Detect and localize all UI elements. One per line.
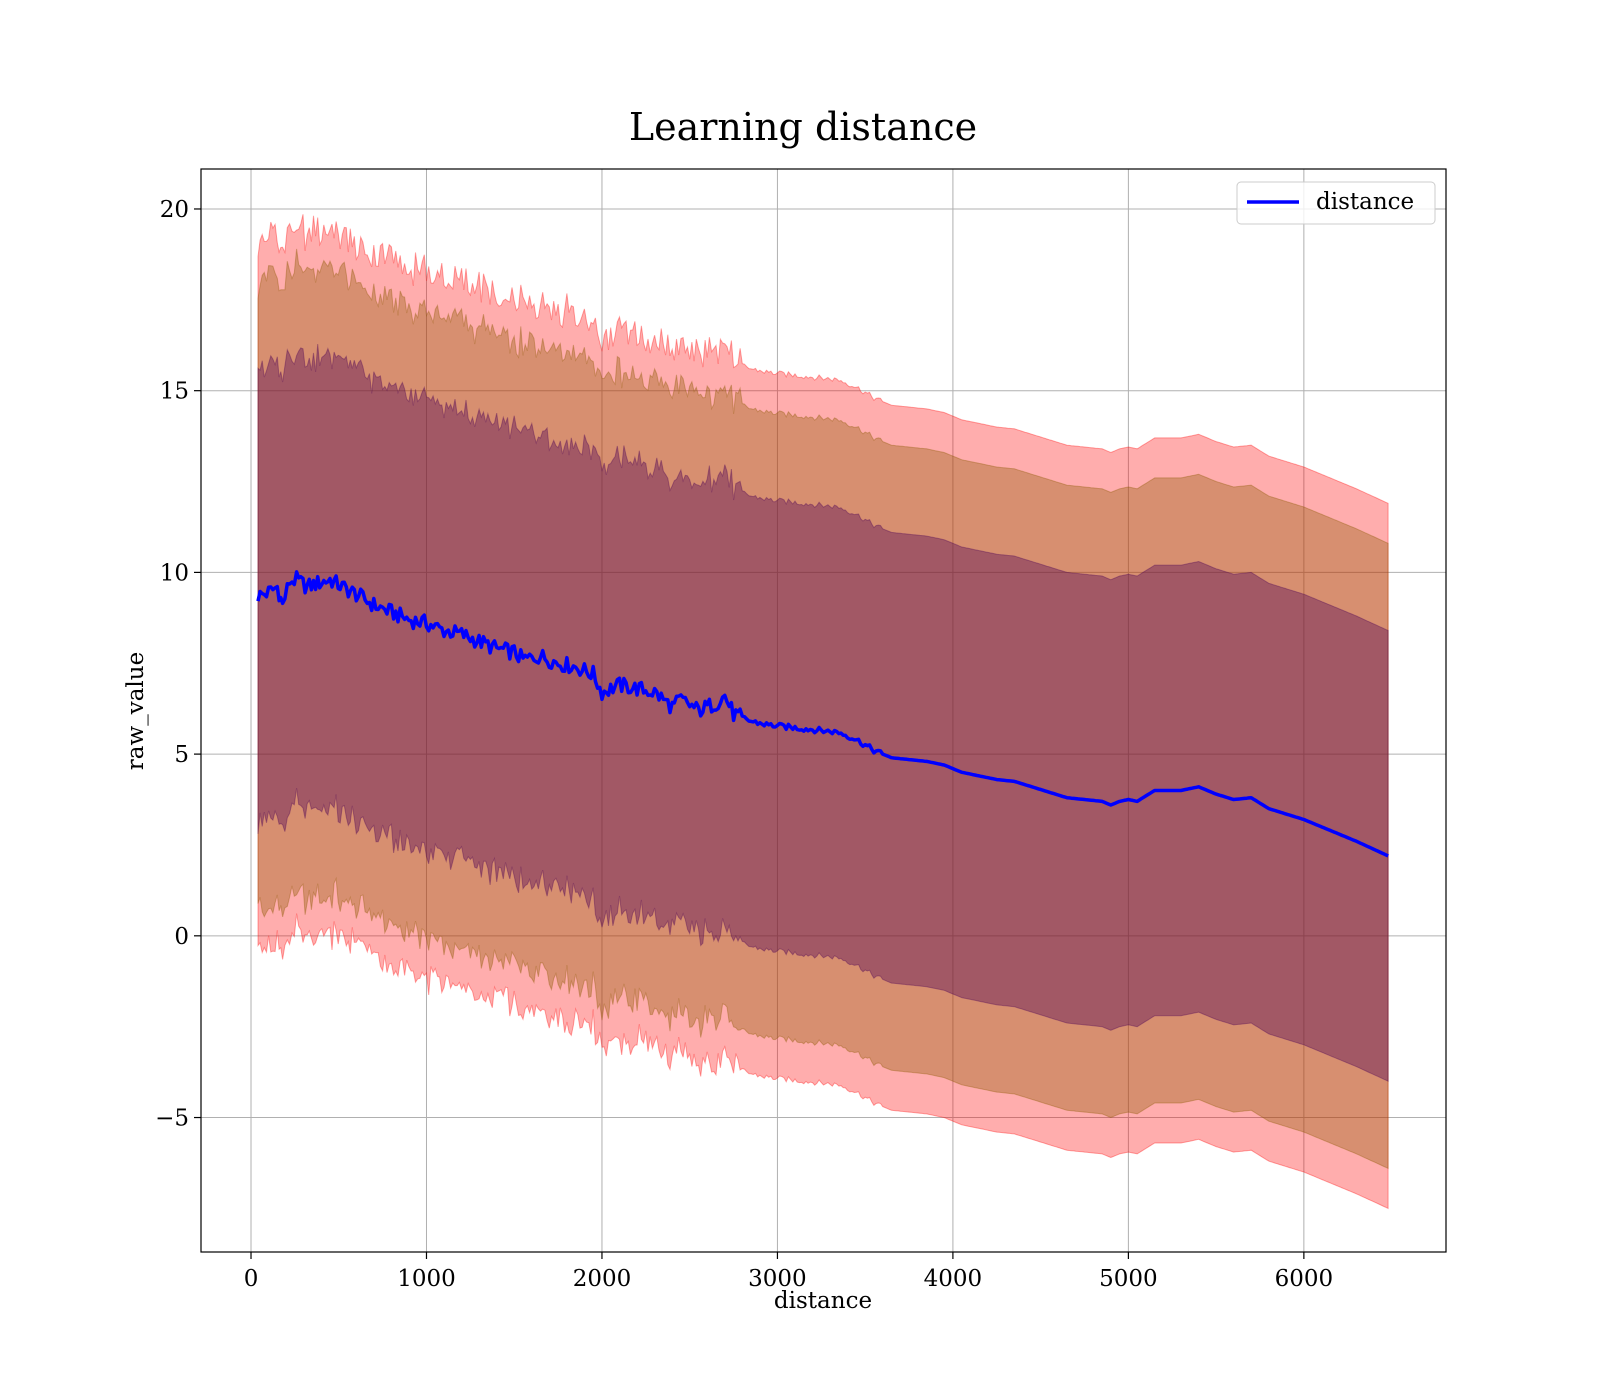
band-middle — [257, 248, 1389, 1170]
y-axis-label: raw_value — [123, 652, 149, 770]
x-axis-ticks: 0 1000 2000 3000 4000 5000 6000 — [244, 1252, 1333, 1292]
band-outer — [257, 214, 1389, 1210]
y-tick-label: −5 — [155, 1106, 189, 1132]
y-tick-label: 5 — [174, 742, 189, 768]
y-axis-ticks: −5 0 5 10 15 20 — [155, 197, 201, 1132]
x-tick-label: 1000 — [397, 1266, 456, 1292]
x-tick-label: 4000 — [924, 1266, 983, 1292]
legend-label: distance — [1316, 189, 1414, 215]
y-tick-label: 15 — [160, 379, 189, 405]
x-tick-label: 6000 — [1275, 1266, 1334, 1292]
legend: distance — [1236, 181, 1436, 225]
series-line-distance — [256, 570, 1389, 858]
y-tick-label: 10 — [160, 560, 189, 586]
x-tick-label: 5000 — [1099, 1266, 1158, 1292]
band-inner — [257, 343, 1389, 1082]
x-tick-label: 3000 — [748, 1266, 807, 1292]
data-lines — [256, 570, 1389, 858]
x-tick-label: 0 — [244, 1266, 259, 1292]
chart-title: Learning distance — [629, 105, 977, 149]
y-tick-label: 20 — [160, 197, 189, 223]
legend-box — [1236, 181, 1436, 225]
grid-lines — [201, 169, 1446, 1252]
confidence-bands — [257, 214, 1389, 1210]
plot-frame — [200, 168, 1447, 1253]
y-tick-label: 0 — [174, 924, 189, 950]
x-tick-label: 2000 — [573, 1266, 632, 1292]
x-axis-label: distance — [774, 1288, 872, 1314]
